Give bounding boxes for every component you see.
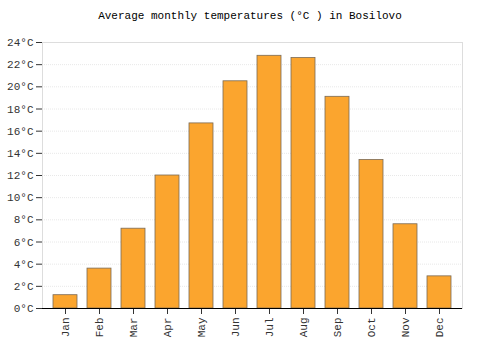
svg-text:May: May: [196, 317, 208, 337]
svg-text:12°C: 12°C: [7, 170, 34, 182]
svg-text:10°C: 10°C: [7, 192, 34, 204]
svg-text:Jan: Jan: [60, 318, 72, 338]
svg-text:Mar: Mar: [128, 318, 140, 338]
svg-text:Jul: Jul: [264, 318, 276, 338]
svg-text:Nov: Nov: [400, 317, 412, 337]
svg-text:Sep: Sep: [332, 318, 344, 338]
svg-text:4°C: 4°C: [14, 259, 34, 271]
svg-text:0°C: 0°C: [14, 303, 34, 315]
svg-text:Feb: Feb: [94, 318, 106, 338]
svg-text:16°C: 16°C: [7, 126, 34, 138]
svg-text:8°C: 8°C: [14, 214, 34, 226]
svg-text:22°C: 22°C: [7, 59, 34, 71]
svg-text:18°C: 18°C: [7, 104, 34, 116]
svg-text:Dec: Dec: [434, 318, 446, 338]
svg-text:Oct: Oct: [366, 318, 378, 338]
svg-text:20°C: 20°C: [7, 81, 34, 93]
html-text:Average monthly temperatures (: Average monthly temperatures (°C ) in Bo…: [98, 10, 402, 22]
svg-text:Aug: Aug: [298, 318, 310, 338]
svg-text:Jun: Jun: [230, 318, 242, 338]
svg-text:24°C: 24°C: [7, 37, 34, 49]
svg-text:Apr: Apr: [162, 318, 174, 338]
svg-text:14°C: 14°C: [7, 148, 34, 160]
svg-text:2°C: 2°C: [14, 281, 34, 293]
svg-text:6°C: 6°C: [14, 237, 34, 249]
